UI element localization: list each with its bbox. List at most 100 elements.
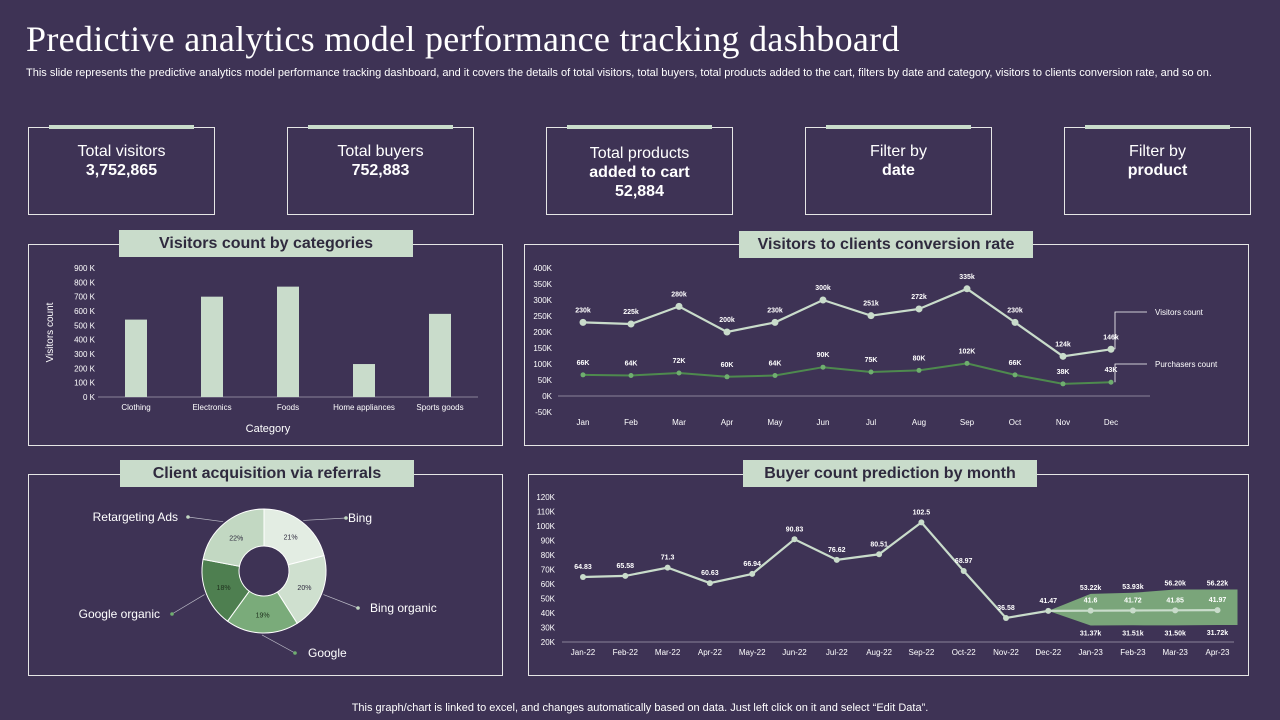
data-label: 251k <box>863 301 879 308</box>
data-label: 76.62 <box>828 547 846 554</box>
slice-percent-label: 21% <box>284 535 298 542</box>
data-point <box>580 372 586 378</box>
kpi-total-visitors: Total visitors 3,752,865 <box>28 125 215 215</box>
data-point <box>1087 607 1094 614</box>
data-label: 65.58 <box>617 563 635 570</box>
data-label: 280k <box>671 291 687 298</box>
lower-bound-label: 31.72k <box>1207 630 1229 637</box>
x-tick-label: Apr-22 <box>698 648 723 657</box>
conversion-rate-chart: -50K 0K 50K 100K 150K 200K 250K 300K 350K 400K Jan… <box>533 264 1218 427</box>
kpi-value: 3,752,865 <box>85 162 158 179</box>
panel-title-buyer-prediction: Buyer count prediction by month <box>743 460 1037 487</box>
kpi-value: 752,883 <box>351 162 410 179</box>
data-point <box>772 373 778 379</box>
referrals-donut-chart: 21% Bing 20% Bing organic 19% Google 18% Google… <box>79 508 437 660</box>
upper-bound-label: 56.20k <box>1164 581 1186 588</box>
kpi-accent-bar <box>49 125 194 129</box>
data-point <box>749 570 756 577</box>
kpi-label: Total buyers <box>337 143 424 160</box>
data-point <box>580 573 586 580</box>
kpi-label: Total products <box>589 145 690 162</box>
x-tick-label: Jan <box>577 418 590 427</box>
data-point <box>960 567 967 574</box>
data-point <box>915 305 923 313</box>
y-tick-label: 0 K <box>83 393 96 402</box>
leader-dot <box>186 515 190 519</box>
leader-dot <box>170 612 174 616</box>
x-tick-label: Mar-23 <box>1163 648 1189 657</box>
data-label: 230k <box>575 307 591 314</box>
panel-title-conversion-rate: Visitors to clients conversion rate <box>739 231 1033 258</box>
slice-retargeting-ads <box>202 508 265 567</box>
y-tick-label: 20K <box>541 638 556 647</box>
y-tick-label: 120K <box>536 493 555 502</box>
x-tick-label: Apr-23 <box>1205 648 1230 657</box>
x-tick-label: Sports goods <box>416 403 463 412</box>
slice-name-label: Bing <box>348 511 372 525</box>
y-tick-label: 350K <box>533 280 552 289</box>
data-label: 71.3 <box>661 555 675 562</box>
y-tick-label: 90K <box>541 537 556 546</box>
bar-foods <box>277 286 299 397</box>
y-tick-label: 400 K <box>74 336 96 345</box>
filter-label: Filter by <box>870 143 927 160</box>
y-tick-label: 500 K <box>74 321 96 330</box>
data-label: 60K <box>721 362 734 369</box>
data-label: 80K <box>913 355 926 362</box>
y-tick-label: 250K <box>533 312 552 321</box>
filter-by-date-button[interactable]: Filter by date <box>805 125 992 215</box>
data-label: 335k <box>959 274 975 281</box>
leader-line <box>171 594 205 615</box>
filter-label: Filter by <box>1129 143 1186 160</box>
data-point <box>1011 318 1019 326</box>
bar-sports-goods <box>429 313 451 397</box>
upper-bound-label: 56.22k <box>1207 580 1229 587</box>
x-tick-label: May-22 <box>739 648 766 657</box>
filter-value: date <box>882 162 915 179</box>
kpi-accent-bar <box>308 125 453 129</box>
data-point <box>664 564 671 571</box>
data-point <box>724 374 730 380</box>
x-tick-label: Aug <box>912 418 926 427</box>
bar-clothing <box>125 319 147 397</box>
data-label: 41.47 <box>1040 598 1058 605</box>
data-label: 72K <box>673 358 686 365</box>
kpi-label-bold: added to cart <box>589 164 690 181</box>
x-tick-label: Oct-22 <box>952 648 977 657</box>
bar-electronics <box>201 296 223 397</box>
y-tick-label: 900 K <box>74 264 96 273</box>
slice-name-label: Google <box>308 646 347 660</box>
x-tick-label: Feb-23 <box>1120 648 1146 657</box>
x-tick-label: Aug-22 <box>866 648 892 657</box>
y-tick-label: 100K <box>533 360 552 369</box>
slice-percent-label: 19% <box>256 612 270 619</box>
x-tick-label: Jul <box>866 418 876 427</box>
y-tick-label: 30K <box>541 624 556 633</box>
x-tick-label: Home appliances <box>333 403 395 412</box>
filter-by-product-button[interactable]: Filter by product <box>1064 125 1251 215</box>
y-tick-label: 300K <box>533 296 552 305</box>
data-label: 36.58 <box>997 605 1015 612</box>
kpi-products-added-to-cart: Total products added to cart 52,884 <box>546 125 733 215</box>
legend-label: Visitors count <box>1155 308 1204 317</box>
data-point <box>1045 607 1052 614</box>
y-tick-label: 600 K <box>74 307 96 316</box>
y-tick-label: 300 K <box>74 350 96 359</box>
y-tick-label: 50K <box>538 376 553 385</box>
data-point <box>723 328 731 336</box>
leader-line <box>303 517 347 521</box>
lower-bound-label: 31.51k <box>1122 630 1144 637</box>
data-label: 230k <box>1007 307 1023 314</box>
data-point <box>1214 607 1221 614</box>
leader-line <box>261 634 296 654</box>
footer-note: This graph/chart is linked to excel, and… <box>351 702 929 714</box>
x-tick-label: Electronics <box>192 403 231 412</box>
y-tick-label: 40K <box>541 609 556 618</box>
data-label: 124k <box>1055 341 1071 348</box>
data-label: 64K <box>625 361 638 368</box>
kpi-total-buyers: Total buyers 752,883 <box>287 125 474 215</box>
x-tick-label: Mar-22 <box>655 648 681 657</box>
data-label: 146k <box>1103 334 1119 341</box>
data-point <box>819 296 827 304</box>
data-point <box>627 320 635 328</box>
